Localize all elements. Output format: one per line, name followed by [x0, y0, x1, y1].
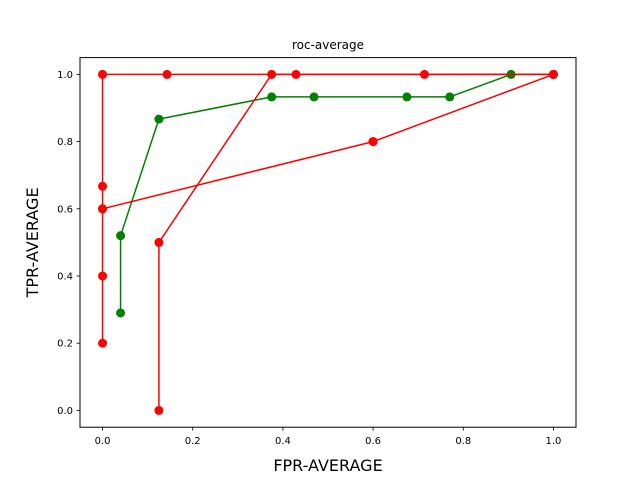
x-tick-label: 1.0 [546, 436, 562, 447]
y-axis-ticks: 0.0 0.2 0.4 0.6 0.8 1.0 [57, 70, 80, 417]
data-point [162, 69, 172, 79]
data-point [116, 308, 126, 318]
data-point [267, 69, 277, 79]
data-point [309, 92, 319, 102]
data-point [445, 92, 455, 102]
data-point [98, 338, 108, 348]
data-point [98, 271, 108, 281]
data-point [116, 231, 126, 241]
series-line [158, 73, 554, 411]
roc-series-4 [98, 69, 558, 214]
data-point [402, 92, 412, 102]
y-axis-label: TPR-AVERAGE [23, 187, 42, 298]
x-axis-ticks: 0.0 0.2 0.4 0.6 0.8 1.0 [95, 427, 562, 447]
data-point [98, 204, 108, 214]
y-tick-label: 0.4 [57, 272, 73, 283]
data-point [154, 405, 164, 415]
x-tick-label: 0.8 [455, 436, 471, 447]
x-tick-label: 0.0 [95, 436, 111, 447]
x-tick-label: 0.2 [185, 436, 201, 447]
data-point [98, 181, 108, 191]
y-tick-label: 0.8 [57, 137, 73, 148]
x-tick-label: 0.4 [275, 436, 291, 447]
x-tick-label: 0.6 [365, 436, 381, 447]
data-point [154, 237, 164, 247]
data-point [98, 69, 108, 79]
data-point [548, 69, 558, 79]
y-tick-label: 0.2 [57, 339, 73, 350]
chart-title: roc-average [292, 38, 364, 52]
data-point [368, 137, 378, 147]
plot-area [98, 69, 558, 415]
data-point [154, 114, 164, 124]
x-axis-label: FPR-AVERAGE [273, 456, 382, 475]
data-point [267, 92, 277, 102]
y-tick-label: 0.0 [57, 406, 73, 417]
axes-frame [79, 57, 577, 428]
y-tick-label: 1.0 [57, 70, 73, 81]
y-tick-label: 0.6 [57, 204, 73, 215]
